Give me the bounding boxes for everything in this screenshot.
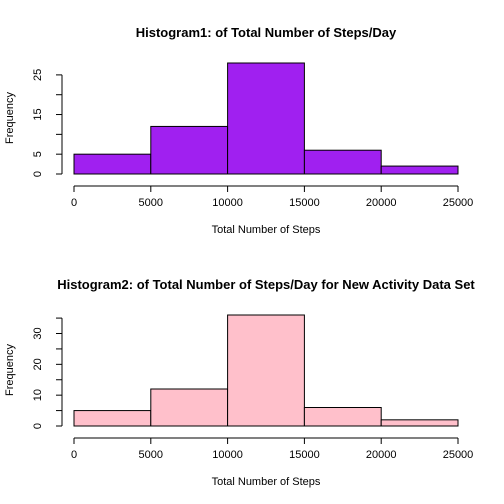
x-axis: 0 5000 10000 15000 20000 25000 — [71, 185, 474, 209]
x-tick-label: 15000 — [289, 197, 320, 209]
x-tick-label: 10000 — [212, 197, 243, 209]
y-axis: 0 5 15 25 — [32, 69, 63, 177]
x-tick-label: 25000 — [443, 197, 474, 209]
y-tick-label: 5 — [32, 151, 44, 157]
histogram-bar — [150, 388, 229, 427]
y-tick-label: 0 — [32, 171, 44, 177]
y-tick-label: 25 — [32, 69, 44, 81]
x-tick-label: 5000 — [139, 197, 163, 209]
x-tick-label: 10000 — [212, 449, 243, 461]
y-tick-label: 0 — [32, 423, 44, 429]
y-axis: 0 10 20 30 — [32, 317, 63, 429]
y-tick-label: 20 — [32, 358, 44, 370]
histogram-bar — [227, 62, 305, 175]
x-axis-label: Total Number of Steps — [212, 476, 321, 488]
x-tick-label: 5000 — [139, 449, 163, 461]
histogram-bar — [303, 407, 382, 427]
histogram-2: Histogram2: of Total Number of Steps/Day… — [4, 277, 475, 488]
chart-title: Histogram2: of Total Number of Steps/Day… — [57, 277, 475, 292]
y-tick-label: 10 — [32, 389, 44, 401]
x-tick-label: 20000 — [366, 449, 397, 461]
bars — [73, 314, 459, 427]
x-tick-label: 15000 — [289, 449, 320, 461]
y-axis-label: Frequency — [4, 92, 16, 144]
y-tick-label: 30 — [32, 327, 44, 339]
y-axis-label: Frequency — [4, 344, 16, 396]
histogram-bar — [380, 165, 459, 175]
x-tick-label: 0 — [71, 449, 77, 461]
x-tick-label: 25000 — [443, 449, 474, 461]
x-axis-label: Total Number of Steps — [212, 224, 321, 236]
y-tick-label: 15 — [32, 108, 44, 120]
x-tick-label: 20000 — [366, 197, 397, 209]
chart-title: Histogram1: of Total Number of Steps/Day — [136, 25, 397, 40]
histogram-bar — [303, 149, 382, 175]
x-tick-label: 0 — [71, 197, 77, 209]
histogram-bar — [73, 410, 152, 427]
histogram-bar — [380, 419, 459, 427]
histogram-bar — [227, 314, 305, 427]
bars — [73, 62, 459, 175]
histogram-bar — [73, 153, 152, 175]
x-axis: 0 5000 10000 15000 20000 25000 — [71, 437, 474, 461]
histogram-1: Histogram1: of Total Number of Steps/Day… — [4, 25, 473, 236]
histogram-bar — [150, 125, 229, 175]
